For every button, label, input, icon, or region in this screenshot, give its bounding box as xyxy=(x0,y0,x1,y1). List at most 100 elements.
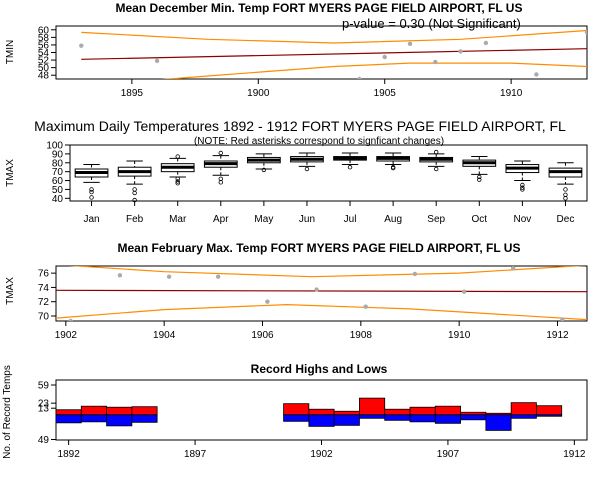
x-tick-label: 1902 xyxy=(310,449,333,460)
y-tick-label: 60 xyxy=(52,176,64,187)
data-point xyxy=(117,273,123,278)
outlier-point xyxy=(520,182,525,188)
outlier-point xyxy=(175,176,180,181)
month-label: May xyxy=(254,214,273,225)
outlier-point xyxy=(390,165,396,171)
data-point xyxy=(216,274,221,279)
y-tick-label: 40 xyxy=(52,194,64,205)
outlier-point xyxy=(304,166,310,172)
data-point xyxy=(407,41,413,46)
outlier-point xyxy=(175,181,180,186)
record-low-bar xyxy=(434,414,461,424)
outlier-point xyxy=(89,189,94,195)
record-low-bar xyxy=(55,414,82,424)
data-point xyxy=(511,266,516,271)
trend-line xyxy=(81,48,587,60)
record-low-bar xyxy=(131,414,158,423)
outlier-point xyxy=(132,190,137,196)
y-tick-label: 76 xyxy=(38,269,50,280)
box-nov xyxy=(505,160,540,192)
y-tick-label: 60 xyxy=(38,25,50,36)
february-max-temp-panel: Mean February Max. Temp FORT MYERS PAGE … xyxy=(5,241,588,341)
month-label: Mar xyxy=(169,214,187,225)
record-high-bar xyxy=(308,408,335,416)
record-low-bar xyxy=(536,414,563,417)
outlier-point xyxy=(477,174,482,180)
box-mar xyxy=(160,154,195,186)
y-tick-label: 13 xyxy=(38,404,50,415)
outlier-point xyxy=(175,179,180,184)
y-tick-label: 23 xyxy=(38,399,50,410)
february-plot-area: 1902 1904 1906 1908 1910 1912 70 72 74 76 xyxy=(38,266,587,341)
data-point xyxy=(357,76,362,79)
box-sep xyxy=(419,149,454,172)
box-apr xyxy=(203,150,238,185)
p-value-annotation: p-value = 0.30 (Not Significant) xyxy=(342,16,521,31)
data-point xyxy=(79,43,84,48)
record-high-bar xyxy=(333,410,360,416)
box-dec xyxy=(548,162,583,201)
record-high-bar xyxy=(510,402,537,416)
record-high-bar xyxy=(80,405,107,416)
box-aug xyxy=(376,152,410,171)
data-point xyxy=(560,317,565,321)
monthly-max-temp-panel: Maximum Daily Temperatures 1892 - 1912 F… xyxy=(5,118,588,225)
data-point xyxy=(584,30,587,35)
record-low-bar xyxy=(80,414,107,423)
x-tick-label: 1905 xyxy=(374,88,397,99)
records-y-label: No. of Record Temps xyxy=(2,365,13,459)
record-high-bar xyxy=(106,406,133,416)
record-high-bar xyxy=(359,397,386,416)
trend-line xyxy=(56,289,587,293)
outlier-point xyxy=(347,165,353,170)
box-jun xyxy=(290,152,324,172)
month-label: Oct xyxy=(472,214,488,225)
december-min-temp-panel: Mean December Min. Temp FORT MYERS PAGE … xyxy=(5,1,588,99)
box-jul xyxy=(333,152,367,170)
boxplot-note: (NOTE: Red asterisks correspond to signf… xyxy=(194,136,444,147)
record-high-bar xyxy=(131,406,158,416)
lower-confidence-band xyxy=(56,303,587,321)
y-tick-label: 48 xyxy=(38,71,50,82)
series-group xyxy=(56,266,587,321)
y-tick-label: 50 xyxy=(52,185,64,196)
outlier-point xyxy=(520,187,525,192)
x-tick-label: 1897 xyxy=(184,449,207,460)
month-label: Jun xyxy=(299,214,315,225)
december-plot-frame xyxy=(55,25,588,80)
december-y-label: TMIN xyxy=(5,40,16,64)
data-point xyxy=(154,58,160,63)
x-tick-label: 1904 xyxy=(153,330,176,341)
outlier-point xyxy=(89,187,94,192)
outlier-point xyxy=(563,192,568,197)
outlier-point xyxy=(89,195,94,200)
boxplot-chart-title: Maximum Daily Temperatures 1892 - 1912 F… xyxy=(34,118,566,134)
upper-confidence-band xyxy=(68,266,586,278)
record-low-bar xyxy=(460,414,487,421)
series-group xyxy=(79,29,587,79)
y-tick-label: 100 xyxy=(46,141,63,152)
record-high-bar xyxy=(55,409,82,416)
x-tick-label: 1908 xyxy=(350,330,373,341)
box-oct xyxy=(462,156,497,182)
data-point xyxy=(265,299,270,304)
outlier-point xyxy=(218,150,223,156)
record-highs-lows-panel: Record Highs and Lows 1892 1897 1902 1907 19… xyxy=(2,362,588,461)
record-low-bar xyxy=(510,414,537,419)
december-chart-title: Mean December Min. Temp FORT MYERS PAGE … xyxy=(116,1,523,15)
month-label: Aug xyxy=(384,214,402,225)
x-tick-label: 1902 xyxy=(55,330,78,341)
box-feb xyxy=(117,160,152,203)
y-tick-label: 72 xyxy=(38,297,50,308)
records-chart-title: Record Highs and Lows xyxy=(251,362,388,376)
record-low-bar xyxy=(283,414,310,422)
box-may xyxy=(247,153,281,173)
month-label: Dec xyxy=(557,214,575,225)
y-tick-label: 50 xyxy=(38,63,50,74)
lower-confidence-band xyxy=(161,62,587,79)
y-tick-label: 49 xyxy=(38,435,50,446)
data-point xyxy=(534,72,539,77)
